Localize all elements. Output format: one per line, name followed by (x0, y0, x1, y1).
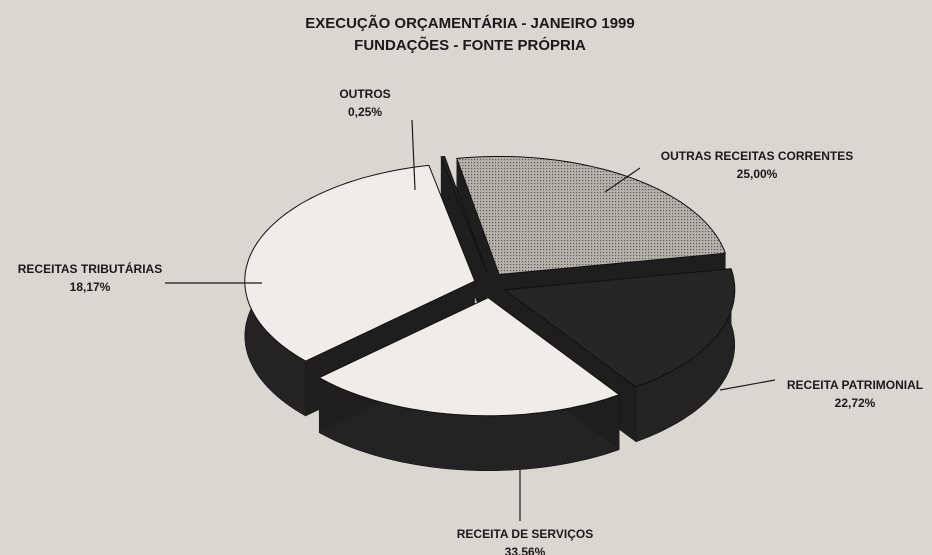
slice-side (456, 158, 500, 330)
pie-slice (456, 156, 726, 276)
pie-slice (318, 297, 621, 417)
leader-line (604, 167, 641, 193)
slice-value-label: 18,17% (70, 280, 111, 294)
slice-label: OUTRAS RECEITAS CORRENTES (661, 149, 853, 163)
leader-line (411, 119, 416, 191)
leader-line (719, 379, 776, 391)
slice-label: RECEITA DE SERVIÇOS (457, 527, 593, 541)
chart-title: EXECUÇÃO ORÇAMENTÁRIA - JANEIRO 1999 (305, 14, 635, 32)
slice-value-label: 25,00% (737, 167, 778, 181)
slice-label: RECEITA PATRIMONIAL (787, 378, 923, 392)
pie-slice (503, 268, 736, 388)
slice-label: RECEITAS TRIBUTÁRIAS (18, 261, 162, 276)
pie-slice (440, 155, 488, 273)
chart-subtitle: FUNDAÇÕES - FONTE PRÓPRIA (354, 36, 586, 54)
slice-value-label: 22,72% (835, 396, 876, 410)
slice-label: OUTROS (339, 87, 390, 101)
pie-slice (244, 164, 476, 362)
slice-value-label: 0,25% (348, 105, 382, 119)
slice-value-label: 33,56% (505, 545, 546, 555)
slice-side (444, 156, 487, 328)
